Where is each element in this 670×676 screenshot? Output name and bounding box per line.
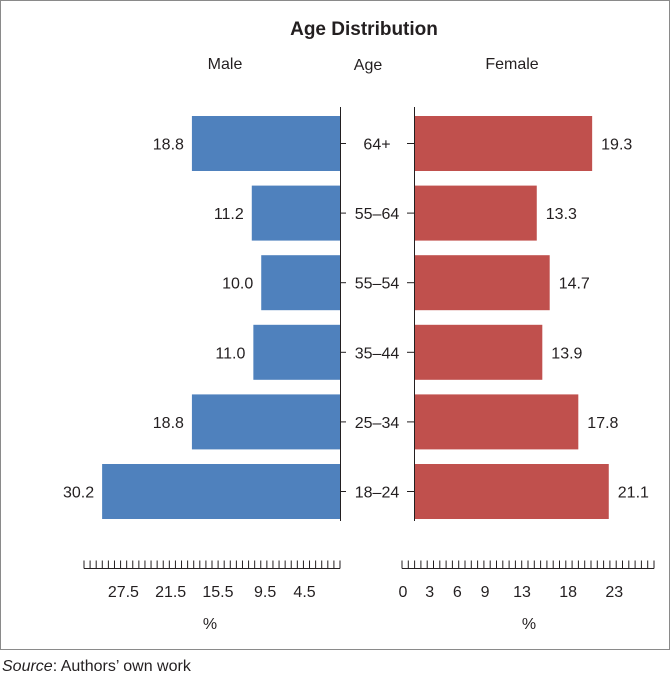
age-category-label: 55–64 xyxy=(355,206,400,223)
female-axis-tick-label: 3 xyxy=(425,584,434,601)
male-bars: 18.8 11.2 10.0 11.0 18.8 30.2 xyxy=(63,116,341,519)
female-axis-tick-label: 18 xyxy=(559,584,577,601)
female-bars: 19.3 13.3 14.7 13.9 17.8 21.1 xyxy=(414,116,649,519)
female-data-label: 13.3 xyxy=(546,206,577,223)
female-bar xyxy=(414,464,609,519)
male-bar xyxy=(261,255,340,311)
male-data-label: 18.8 xyxy=(153,137,184,154)
male-axis-tick-label: 4.5 xyxy=(293,584,315,601)
male-data-label: 30.2 xyxy=(63,485,94,502)
chart-frame: Age Distribution Male Age Female 18.8 11.… xyxy=(0,0,670,650)
female-header: Female xyxy=(485,56,538,73)
female-x-axis-label: % xyxy=(522,616,536,633)
source-note: Source: Authors’ own work xyxy=(2,658,191,676)
female-axis-tick-label: 13 xyxy=(513,584,531,601)
female-bar xyxy=(414,185,537,241)
male-axis-tick-label: 27.5 xyxy=(108,584,139,601)
source-text: : Authors’ own work xyxy=(52,658,191,675)
male-axis-tick-label: 9.5 xyxy=(254,584,276,601)
age-category-label: 18–24 xyxy=(355,485,400,502)
age-category-label: 64+ xyxy=(363,137,390,154)
male-header: Male xyxy=(208,56,243,73)
male-data-label: 10.0 xyxy=(222,276,253,293)
female-data-label: 17.8 xyxy=(587,415,618,432)
female-x-axis: 0 3 6 9 13 18 23 xyxy=(399,560,655,601)
male-bar xyxy=(191,116,340,171)
female-axis-tick-label: 0 xyxy=(399,584,408,601)
age-distribution-chart: Age Distribution Male Age Female 18.8 11.… xyxy=(63,19,655,633)
male-data-label: 11.2 xyxy=(214,206,244,223)
age-category-label: 55–54 xyxy=(355,276,400,293)
male-data-label: 11.0 xyxy=(215,345,245,362)
age-labels: 64+ 55–64 55–54 35–44 25–34 18–24 xyxy=(340,137,414,502)
female-data-label: 19.3 xyxy=(601,137,632,154)
age-category-label: 35–44 xyxy=(355,345,400,362)
female-bar xyxy=(414,116,593,171)
age-category-label: 25–34 xyxy=(355,415,400,432)
male-bar xyxy=(251,185,340,241)
male-x-axis-label: % xyxy=(203,616,217,633)
chart-title: Age Distribution xyxy=(290,19,438,40)
male-bar xyxy=(102,464,341,519)
male-axis-tick-label: 21.5 xyxy=(155,584,186,601)
age-header: Age xyxy=(354,57,383,74)
female-bar xyxy=(414,394,579,450)
female-axis-tick-label: 23 xyxy=(605,584,623,601)
male-bar xyxy=(253,324,340,380)
female-bar xyxy=(414,255,550,311)
female-data-label: 13.9 xyxy=(551,345,582,362)
male-data-label: 18.8 xyxy=(153,415,184,432)
female-bar xyxy=(414,324,543,380)
source-label: Source xyxy=(2,658,53,675)
female-axis-tick-label: 6 xyxy=(453,584,462,601)
male-x-axis: 27.5 21.5 15.5 9.5 4.5 xyxy=(83,560,341,601)
female-axis-tick-label: 9 xyxy=(481,584,490,601)
female-data-label: 21.1 xyxy=(618,485,649,502)
male-bar xyxy=(191,394,340,450)
male-axis-tick-label: 15.5 xyxy=(202,584,233,601)
female-data-label: 14.7 xyxy=(559,276,590,293)
